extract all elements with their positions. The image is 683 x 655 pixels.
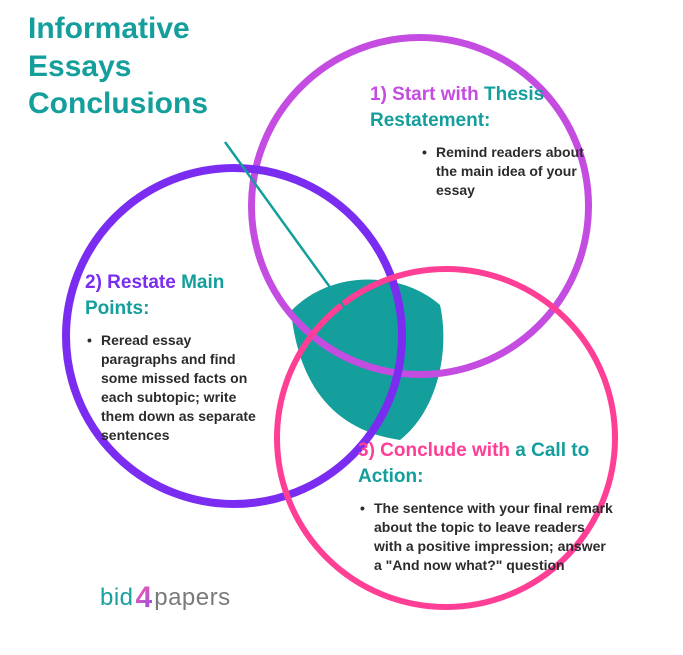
title-line-1: Informative [28,12,190,45]
title-line-2: Essays [28,50,131,83]
block2: 2) Restate Main Points: Reread essay para… [85,270,275,445]
brand-logo: bid 4 papers [100,581,231,615]
block3: 3) Conclude with a Call to Action: The se… [358,438,618,575]
block1-bullet: Remind readers about the main idea of yo… [420,143,590,200]
page-title: Informative Essays Conclusions [28,10,208,123]
logo-part-papers: papers [154,584,230,612]
block2-bullet: Reread essay paragraphs and find some mi… [85,331,270,444]
logo-part-bid: bid [100,584,134,612]
block1: 1) Start with Thesis Restatement: Remind … [370,82,590,200]
block3-heading: 3) Conclude with a Call to Action: [358,438,618,489]
block1-heading: 1) Start with Thesis Restatement: [370,82,590,133]
title-line-3: Conclusions [28,87,208,120]
logo-part-four: 4 [136,581,153,615]
block2-heading: 2) Restate Main Points: [85,270,275,321]
block3-bullet: The sentence with your final remark abou… [358,499,613,575]
